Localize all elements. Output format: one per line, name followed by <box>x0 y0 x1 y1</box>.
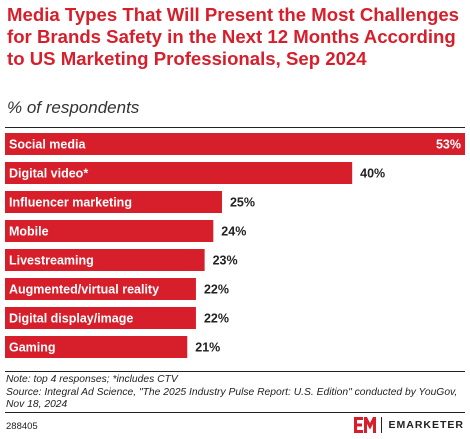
category-label-mobile: Mobile <box>9 225 49 239</box>
chart-id: 288405 <box>6 421 38 432</box>
chart-subtitle: % of respondents <box>7 98 140 117</box>
value-label-influencer-marketing: 25% <box>230 196 255 210</box>
category-label-digital-display-image: Digital display/image <box>9 312 133 326</box>
footer-source: Source: Integral Ad Science, "The 2025 I… <box>6 386 458 411</box>
logo-wordmark: EMARKETER <box>388 419 464 431</box>
category-label-digital-video: Digital video* <box>9 167 88 181</box>
category-label-social-media: Social media <box>9 138 86 152</box>
category-label-influencer-marketing: Influencer marketing <box>9 196 132 210</box>
bar-digital-display-image <box>5 307 196 329</box>
bar-social-media <box>5 133 465 155</box>
value-label-livestreaming: 23% <box>213 254 238 268</box>
bar-influencer-marketing <box>5 191 222 213</box>
value-label-social-media: 53% <box>436 138 461 152</box>
bar-chart: Social media 53% Digital video* 40% Influenc… <box>5 133 465 358</box>
category-label-augmented-virtual-reality: Augmented/virtual reality <box>9 283 159 297</box>
bar-digital-video <box>5 162 353 184</box>
value-label-augmented-virtual-reality: 22% <box>204 283 229 297</box>
chart-title: Media Types That Will Present the Most C… <box>7 4 460 69</box>
bar-gaming <box>5 336 188 358</box>
category-label-livestreaming: Livestreaming <box>9 254 94 268</box>
em-logo-icon <box>354 417 377 433</box>
footer-notes: Note: top 4 responses; *includes CTV Sou… <box>6 374 466 412</box>
bottom-divider <box>5 412 465 413</box>
value-label-digital-display-image: 22% <box>204 312 229 326</box>
emarketer-logo: EMARKETER <box>354 417 464 433</box>
value-label-digital-video: 40% <box>360 167 385 181</box>
value-label-mobile: 24% <box>221 225 246 239</box>
bar-mobile <box>5 220 214 242</box>
value-label-gaming: 21% <box>195 341 220 355</box>
category-label-gaming: Gaming <box>9 341 56 355</box>
logo-divider <box>381 417 383 433</box>
bar-augmented-virtual-reality <box>5 278 196 300</box>
footer-divider <box>5 371 465 372</box>
top-divider <box>5 127 465 128</box>
footer-note: Note: top 4 responses; *includes CTV <box>6 374 178 385</box>
bar-livestreaming <box>5 249 205 271</box>
